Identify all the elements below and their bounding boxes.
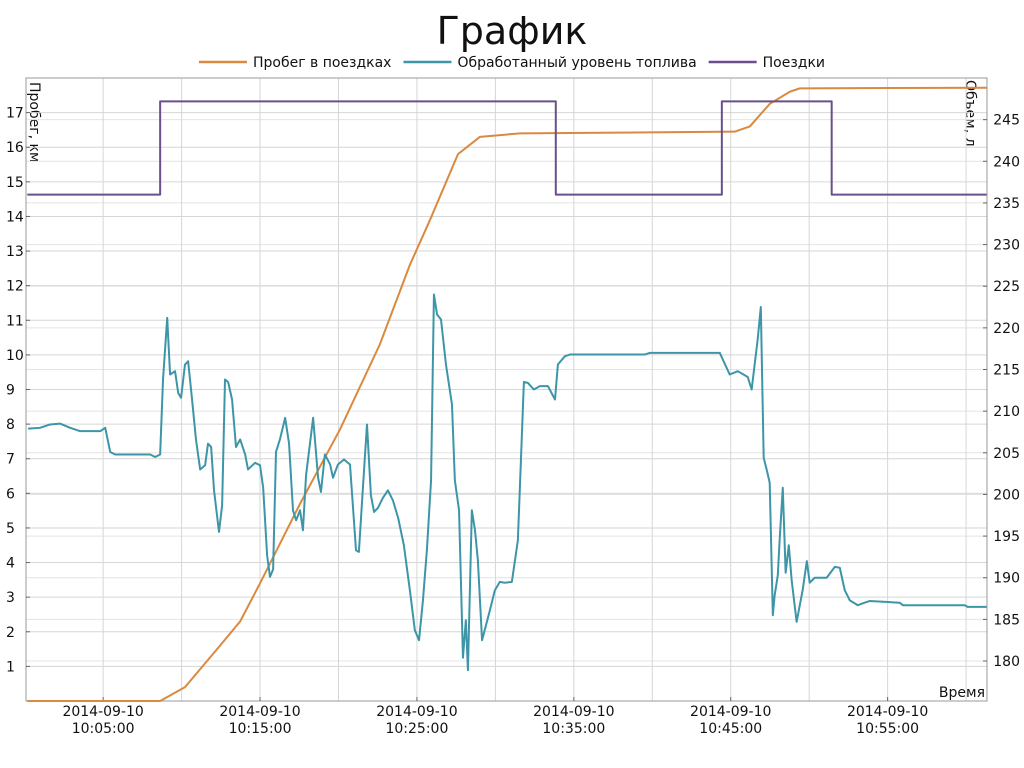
y-tick-label: 12: [6, 279, 24, 295]
y2-tick-label: 240: [993, 154, 1020, 170]
y-tick-label: 17: [6, 106, 24, 122]
y-tick-label: 6: [6, 486, 15, 502]
y2-tick-label: 205: [993, 446, 1020, 462]
y2-tick-label: 185: [993, 612, 1020, 628]
x-axis-label: Время: [939, 685, 985, 701]
data-line: [27, 86, 987, 702]
y2-tick-label: 210: [993, 404, 1020, 420]
y2-axis-label: Объем, л: [962, 80, 978, 147]
y2-tick-label: 225: [993, 279, 1020, 295]
y2-tick-label: 215: [993, 363, 1020, 379]
y-axis-label: Пробег, км: [26, 82, 42, 163]
x-tick-label: 2014-09-10 10:55:00: [847, 704, 928, 737]
x-tick-label: 2014-09-10 10:15:00: [219, 704, 300, 737]
y-tick-label: 4: [6, 556, 15, 572]
y-tick-label: 3: [6, 590, 15, 606]
y-tick-label: 9: [6, 383, 15, 399]
y2-tick-label: 190: [993, 571, 1020, 587]
y-tick-label: 8: [6, 417, 15, 433]
chart-title: График: [437, 9, 588, 53]
legend-label: Поездки: [763, 55, 825, 71]
y-tick-label: 5: [6, 521, 15, 537]
legend-label: Обработанный уровень топлива: [457, 55, 696, 71]
y2-tick-label: 245: [993, 113, 1020, 129]
y-tick-label: 13: [6, 244, 24, 260]
x-tick-label: 2014-09-10 10:05:00: [62, 704, 143, 737]
x-tick-label: 2014-09-10 10:35:00: [533, 704, 614, 737]
y2-tick-label: 230: [993, 238, 1020, 254]
data-line: [28, 293, 987, 672]
y-tick-label: 7: [6, 452, 15, 468]
y2-tick-label: 235: [993, 196, 1020, 212]
y-tick-label: 10: [6, 348, 24, 364]
legend-label: Пробег в поездках: [253, 55, 392, 71]
y-tick-label: 11: [6, 313, 24, 329]
y-tick-label: 16: [6, 140, 24, 156]
x-tick-label: 2014-09-10 10:45:00: [690, 704, 771, 737]
y2-tick-label: 180: [993, 654, 1020, 670]
legend: Пробег в поездках Обработанный уровень то…: [198, 55, 825, 71]
y-tick-label: 14: [6, 209, 24, 225]
y-tick-label: 15: [6, 175, 24, 191]
y-tick-label: 2: [6, 625, 15, 641]
y2-tick-label: 200: [993, 487, 1020, 503]
y2-tick-label: 220: [993, 321, 1020, 337]
data-line: [27, 100, 987, 196]
x-tick-label: 2014-09-10 10:25:00: [376, 704, 457, 737]
y2-tick-label: 195: [993, 529, 1020, 545]
y-tick-label: 1: [6, 659, 15, 675]
